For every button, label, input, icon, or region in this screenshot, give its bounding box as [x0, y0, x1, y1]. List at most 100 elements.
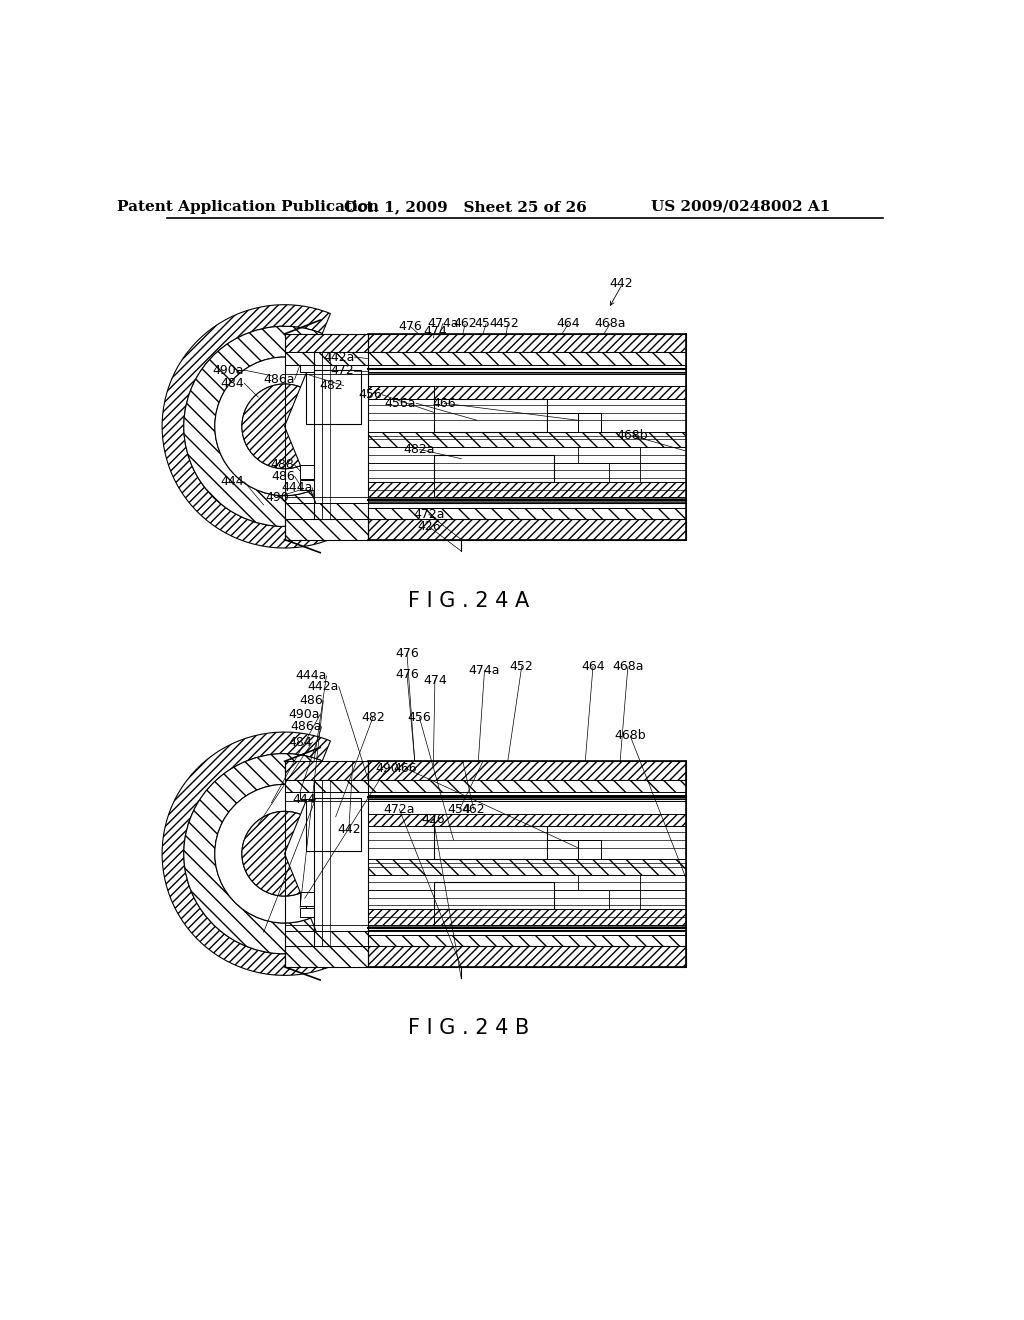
Text: 456: 456 — [358, 388, 382, 401]
Polygon shape — [369, 508, 686, 519]
Polygon shape — [369, 387, 686, 399]
Bar — [434, 826, 547, 859]
Polygon shape — [285, 762, 369, 780]
Text: 474a: 474a — [427, 317, 459, 330]
Bar — [434, 882, 554, 909]
Wedge shape — [183, 326, 323, 527]
Polygon shape — [369, 519, 686, 540]
Polygon shape — [369, 875, 686, 890]
Text: 452: 452 — [510, 660, 534, 673]
Bar — [578, 447, 640, 462]
Wedge shape — [162, 305, 331, 548]
Text: 444a: 444a — [295, 669, 327, 682]
Text: 486: 486 — [300, 694, 324, 708]
Bar — [434, 399, 547, 432]
Wedge shape — [162, 733, 331, 975]
Text: 442a: 442a — [323, 351, 354, 363]
Bar — [578, 840, 601, 859]
Text: 466: 466 — [432, 397, 456, 409]
Text: 442: 442 — [609, 277, 633, 290]
Text: 476: 476 — [395, 647, 419, 660]
Polygon shape — [369, 931, 686, 936]
Text: 472: 472 — [331, 364, 354, 378]
Text: 444a: 444a — [281, 482, 312, 495]
Text: 484: 484 — [289, 735, 312, 748]
Bar — [578, 875, 640, 890]
Text: 476: 476 — [395, 668, 419, 681]
Polygon shape — [285, 946, 369, 966]
Text: 426: 426 — [417, 520, 440, 533]
Text: 464: 464 — [582, 660, 605, 673]
Text: 456a: 456a — [385, 397, 417, 409]
Polygon shape — [285, 503, 369, 519]
Polygon shape — [369, 936, 686, 946]
Text: 468b: 468b — [616, 429, 647, 442]
Text: 442a: 442a — [307, 680, 339, 693]
Bar — [608, 462, 640, 482]
Bar — [300, 360, 314, 372]
Polygon shape — [285, 352, 369, 364]
Polygon shape — [369, 909, 686, 924]
Text: F I G . 2 4 A: F I G . 2 4 A — [409, 591, 529, 611]
Text: 468a: 468a — [594, 317, 626, 330]
Text: 468b: 468b — [614, 730, 646, 742]
Text: F I G . 2 4 B: F I G . 2 4 B — [409, 1019, 529, 1039]
Bar — [578, 412, 601, 432]
Polygon shape — [369, 859, 686, 875]
Text: 456: 456 — [408, 711, 431, 723]
Text: 444: 444 — [292, 792, 315, 805]
Polygon shape — [285, 519, 369, 540]
Polygon shape — [285, 931, 369, 946]
Text: 454: 454 — [474, 317, 498, 330]
Polygon shape — [369, 795, 686, 801]
Polygon shape — [369, 762, 686, 780]
Text: 490a: 490a — [213, 363, 245, 376]
Text: US 2009/0248002 A1: US 2009/0248002 A1 — [650, 199, 829, 214]
Text: Patent Application Publication: Patent Application Publication — [117, 199, 379, 214]
Polygon shape — [369, 482, 686, 498]
Bar — [608, 890, 640, 909]
Text: 486a: 486a — [290, 721, 322, 733]
Text: 488: 488 — [270, 458, 295, 471]
Text: 490a: 490a — [289, 708, 321, 721]
Bar — [306, 370, 360, 424]
Polygon shape — [369, 432, 686, 447]
Text: Oct. 1, 2009   Sheet 25 of 26: Oct. 1, 2009 Sheet 25 of 26 — [344, 199, 587, 214]
Bar — [300, 480, 314, 490]
Polygon shape — [369, 813, 686, 826]
Bar — [300, 788, 314, 799]
Polygon shape — [369, 352, 686, 364]
Bar — [300, 892, 314, 906]
Wedge shape — [215, 358, 310, 495]
Bar — [547, 840, 578, 859]
Text: 474a: 474a — [469, 664, 501, 677]
Text: 482: 482 — [361, 711, 385, 723]
Polygon shape — [369, 374, 686, 387]
Polygon shape — [369, 334, 686, 352]
Text: 442: 442 — [337, 824, 360, 837]
Text: 452: 452 — [496, 317, 519, 330]
Polygon shape — [369, 946, 686, 966]
Text: 482a: 482a — [403, 444, 435, 455]
Wedge shape — [183, 754, 323, 954]
Bar — [434, 455, 554, 482]
Polygon shape — [369, 780, 686, 792]
Bar — [306, 797, 360, 851]
Text: 476: 476 — [398, 319, 422, 333]
Wedge shape — [242, 812, 300, 896]
Text: 472a: 472a — [413, 508, 444, 520]
Text: 472a: 472a — [384, 803, 415, 816]
Polygon shape — [369, 462, 686, 482]
Polygon shape — [369, 924, 686, 931]
Wedge shape — [242, 384, 300, 469]
Bar — [300, 465, 314, 479]
Polygon shape — [369, 447, 686, 462]
Text: 466: 466 — [393, 762, 417, 775]
Text: 462: 462 — [454, 317, 477, 330]
Text: 464: 464 — [556, 317, 580, 330]
Wedge shape — [215, 784, 310, 923]
Polygon shape — [369, 364, 686, 368]
Bar — [547, 412, 578, 432]
Text: 490: 490 — [265, 491, 289, 504]
Bar — [300, 908, 314, 917]
